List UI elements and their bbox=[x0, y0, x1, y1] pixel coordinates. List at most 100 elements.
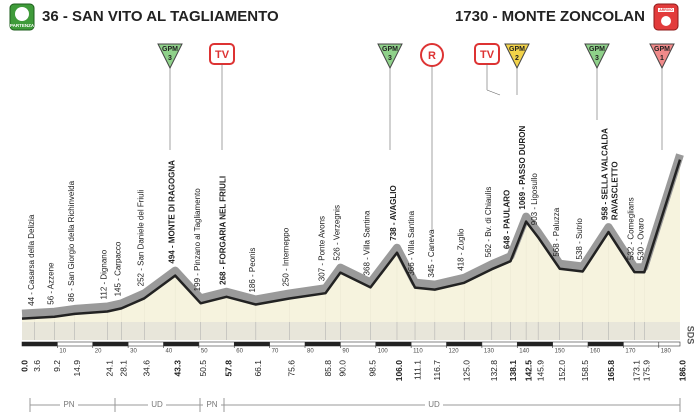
waypoint-label: 538 - Sutrio bbox=[575, 218, 584, 260]
marker-label: TV bbox=[215, 49, 230, 61]
tv-marker: TV bbox=[474, 43, 501, 96]
km-label: 152.0 bbox=[557, 360, 567, 382]
waypoint-label: 738 - AVAGLIO bbox=[389, 185, 398, 240]
marker-label: R bbox=[428, 50, 436, 62]
waypoint-label: 199 - Pinzano al Tagliamento bbox=[193, 188, 202, 292]
km-strip-segment bbox=[22, 342, 58, 346]
x-tick-label: 60 bbox=[236, 349, 243, 355]
waypoint-label: 418 - Zuglio bbox=[456, 228, 465, 271]
km-label: 98.5 bbox=[368, 360, 378, 377]
waypoint-label: 368 - Villa Santina bbox=[363, 210, 372, 275]
km-label: 175.9 bbox=[642, 360, 652, 382]
province-label: UD bbox=[428, 400, 440, 409]
start-title: 36 - SAN VITO AL TAGLIAMENTO bbox=[42, 8, 279, 25]
x-tick-label: 20 bbox=[95, 349, 102, 355]
marker-label: GPM bbox=[509, 46, 525, 53]
km-strip-segment bbox=[163, 342, 199, 346]
x-tick-label: 150 bbox=[555, 349, 566, 355]
gpm-marker: GPM 3 bbox=[584, 43, 610, 120]
gpm-marker: GPM 1 bbox=[649, 43, 675, 150]
waypoint-label: 86 - San Giorgio della Richinvelda bbox=[67, 180, 76, 302]
gpm-marker: GPM 2 bbox=[504, 43, 530, 95]
marker-label: TV bbox=[480, 49, 495, 61]
x-tick-label: 110 bbox=[413, 349, 423, 355]
gpm-marker: GPM 3 bbox=[377, 43, 403, 150]
km-label: 34.6 bbox=[142, 360, 152, 377]
waypoint-label: 1069 - PASSO DURON bbox=[518, 126, 527, 210]
start-icon: PARTENZA bbox=[9, 3, 35, 31]
waypoint-label: 112 - Dignano bbox=[99, 249, 108, 299]
waypoint-label: 345 - Caneva bbox=[427, 229, 436, 278]
profile-area bbox=[22, 159, 680, 322]
waypoint-label: 268 - FORGARIA NEL FRIULI bbox=[219, 176, 228, 285]
waypoint-label: 532 - Comeglians bbox=[626, 197, 635, 260]
finish-title: 1730 - MONTE ZONCOLAN bbox=[455, 8, 645, 25]
km-label: 66.1 bbox=[253, 360, 263, 377]
km-label: 145.9 bbox=[535, 360, 545, 382]
province-label: PN bbox=[206, 400, 217, 409]
profile-line bbox=[21, 159, 682, 320]
x-tick-label: 90 bbox=[342, 349, 349, 355]
waypoint-label: 186 - Peonis bbox=[248, 248, 257, 293]
start-icon-label: PARTENZA bbox=[10, 23, 35, 28]
km-label: 173.1 bbox=[632, 360, 642, 382]
marker-label: GPM bbox=[382, 46, 398, 53]
waypoint-label: 44 - Casarsa della Delizia bbox=[27, 214, 36, 306]
marker-category: 3 bbox=[595, 55, 599, 62]
waypoint-label: 568 - Paluzza bbox=[552, 207, 561, 256]
km-label: 116.7 bbox=[432, 360, 442, 381]
waypoint-label: 56 - Azzene bbox=[47, 262, 56, 305]
x-tick-label: 80 bbox=[307, 349, 314, 355]
km-strip-segment bbox=[234, 342, 270, 346]
km-label: 142.5 bbox=[523, 360, 533, 382]
km-label: 57.8 bbox=[224, 360, 234, 377]
waypoint-label: 252 - San Daniele del Friuli bbox=[137, 190, 146, 287]
km-strip-segment bbox=[446, 342, 482, 346]
km-label: 0.0 bbox=[19, 360, 29, 372]
province-band: PN UD PN UD bbox=[29, 398, 681, 412]
km-label: 43.3 bbox=[172, 360, 182, 377]
x-tick-label: 70 bbox=[272, 349, 279, 355]
finish-icon-label: ARRIVO bbox=[659, 8, 673, 12]
finish-icon: ARRIVO bbox=[653, 3, 679, 31]
plot: 44 - Casarsa della Delizia 56 - Azzene 86 … bbox=[19, 126, 687, 382]
x-tick-label: 170 bbox=[625, 349, 636, 355]
km-label: 50.5 bbox=[198, 360, 208, 377]
km-label: 158.5 bbox=[580, 360, 590, 382]
waypoint-label: 307 - Ponte Avons bbox=[318, 216, 327, 281]
marker-category: 3 bbox=[168, 55, 172, 62]
logo: SDS bbox=[686, 326, 696, 345]
x-tick-label: 100 bbox=[378, 349, 389, 355]
marker-category: 1 bbox=[660, 55, 664, 62]
km-label: 106.0 bbox=[394, 360, 404, 382]
x-tick-label: 120 bbox=[449, 349, 460, 355]
tv-marker: TV bbox=[209, 43, 235, 150]
marker-label: GPM bbox=[654, 46, 670, 53]
waypoint-label: 562 - Bv. di Chiaulis bbox=[484, 187, 493, 258]
km-label: 111.1 bbox=[412, 360, 422, 380]
marker-label: GPM bbox=[162, 46, 178, 53]
waypoint-label: 958 - SELLA VALCALDA bbox=[601, 128, 610, 220]
r-marker: R bbox=[420, 43, 444, 230]
x-tick-label: 10 bbox=[59, 349, 66, 355]
x-tick-label: 30 bbox=[130, 349, 137, 355]
km-label: 132.8 bbox=[489, 360, 499, 382]
x-tick-label: 180 bbox=[661, 349, 672, 355]
km-strip-segment bbox=[588, 342, 624, 346]
km-strip-segment bbox=[305, 342, 341, 346]
province-label: UD bbox=[151, 400, 163, 409]
km-label: 14.9 bbox=[72, 360, 82, 377]
waypoint-label: 526 - Verzegnis bbox=[332, 205, 341, 261]
x-tick-label: 140 bbox=[519, 349, 530, 355]
marker-label: GPM bbox=[589, 46, 605, 53]
base-band bbox=[22, 322, 680, 340]
km-label: 85.8 bbox=[323, 360, 333, 377]
km-label: 3.6 bbox=[32, 360, 42, 372]
waypoint-label: 145 - Carpacco bbox=[114, 241, 123, 296]
waypoint-label: RAVASCLETTO bbox=[611, 161, 620, 220]
waypoint-label: 494 - MONTE DI RAGOGNA bbox=[167, 160, 176, 264]
km-label: 75.6 bbox=[287, 360, 297, 377]
km-label: 165.8 bbox=[606, 360, 616, 382]
km-strip-segment bbox=[375, 342, 412, 346]
